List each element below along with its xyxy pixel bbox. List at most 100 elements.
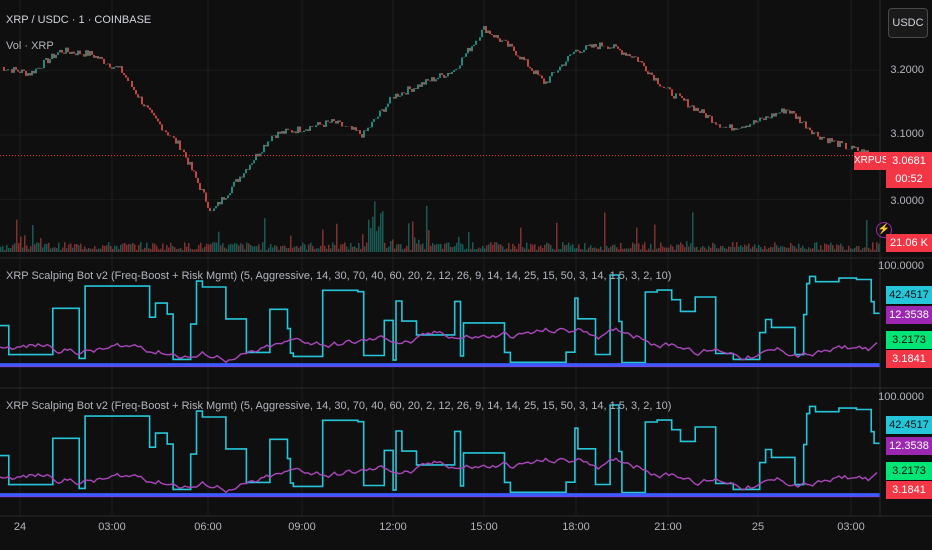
volume-bar: [546, 242, 548, 252]
volume-bar: [628, 248, 630, 252]
volume-bar: [678, 244, 680, 252]
volume-bar: [822, 249, 824, 252]
volume-bar: [360, 248, 362, 252]
volume-bar: [754, 244, 756, 252]
volume-bar: [336, 223, 338, 252]
volume-bar: [746, 245, 748, 252]
volume-bar: [870, 249, 872, 252]
volume-bar: [538, 246, 540, 252]
volume-bar: [70, 243, 72, 252]
volume-bar: [600, 246, 602, 252]
volume-bar: [356, 248, 358, 252]
currency-button[interactable]: USDC: [888, 8, 928, 38]
symbol-badge: XRPUSDC: [854, 152, 903, 170]
volume-bar: [176, 249, 178, 252]
volume-bar: [214, 242, 216, 252]
volume-bar: [728, 246, 730, 252]
volume-bar: [212, 242, 214, 252]
volume-bar: [208, 244, 210, 252]
volume-bar: [398, 244, 400, 252]
volume-bar: [178, 248, 180, 252]
volume-bar: [228, 244, 230, 252]
volume-bar: [234, 243, 236, 252]
volume-bar: [22, 247, 24, 252]
volume-bar: [540, 245, 542, 252]
volume-bar: [268, 247, 270, 252]
indicator-pane-1-plot: [0, 274, 880, 368]
volume-bar: [98, 248, 100, 252]
volume-bar: [344, 242, 346, 252]
volume-bar: [672, 246, 674, 252]
volume-bar: [402, 249, 404, 252]
volume-bar: [816, 242, 818, 252]
volume-bar: [298, 247, 300, 252]
volume-bar: [828, 244, 830, 252]
volume-bar: [86, 248, 88, 252]
volume-bar: [132, 243, 134, 252]
volume-bar: [518, 243, 520, 252]
volume-bar: [80, 243, 82, 252]
volume-bar: [166, 245, 168, 252]
volume-bar: [808, 247, 810, 252]
volume-bar: [854, 247, 856, 252]
volume-label[interactable]: Vol · XRP: [6, 40, 54, 52]
volume-bar: [474, 249, 476, 252]
volume-bar: [38, 242, 40, 252]
volume-bar: [698, 249, 700, 252]
volume-bar: [332, 242, 334, 252]
volume-bar: [244, 249, 246, 252]
volume-bar: [532, 245, 534, 252]
indicator-1-badge-red: 3.1841: [886, 350, 932, 368]
indicator-2-title[interactable]: XRP Scalping Bot v2 (Freq-Boost + Risk M…: [6, 400, 672, 412]
volume-bar: [442, 248, 444, 252]
volume-bar: [306, 249, 308, 252]
volume-bar: [146, 242, 148, 252]
indicator-pane-2-plot: [0, 404, 880, 498]
volume-bar: [742, 247, 744, 252]
volume-bar: [602, 249, 604, 252]
volume-bar: [636, 227, 638, 252]
volume-bar: [606, 245, 608, 252]
volume-bar: [186, 246, 188, 252]
volume-bar: [62, 247, 64, 252]
volume-bar: [838, 245, 840, 252]
lightning-icon[interactable]: ⚡: [876, 222, 892, 238]
volume-bar: [290, 235, 292, 252]
volume-bar: [312, 245, 314, 252]
volume-bar: [624, 248, 626, 252]
symbol-title[interactable]: XRP / USDC · 1 · COINBASE: [6, 14, 152, 26]
volume-bar: [144, 247, 146, 252]
volume-bar: [676, 244, 678, 252]
volume-bar: [28, 249, 30, 252]
volume-bar: [210, 244, 212, 252]
volume-bar: [762, 249, 764, 252]
volume-bar: [92, 248, 94, 252]
volume-bar: [102, 245, 104, 252]
volume-bar: [168, 247, 170, 252]
volume-bar: [256, 246, 258, 252]
volume-bar: [366, 242, 368, 252]
volume-bar: [604, 212, 606, 252]
volume-bar: [842, 246, 844, 252]
volume-bar: [650, 243, 652, 252]
volume-bar: [782, 246, 784, 252]
volume-bar: [858, 246, 860, 252]
volume-bar: [480, 248, 482, 252]
price-tick-2: 3.1000: [890, 128, 924, 140]
volume-bar: [438, 244, 440, 252]
volume-bar: [118, 249, 120, 252]
volume-bar: [692, 212, 694, 252]
indicator-2-badge-red: 3.1841: [886, 481, 932, 499]
volume-bar: [866, 220, 868, 252]
volume-bar: [790, 242, 792, 252]
volume-bar: [792, 245, 794, 252]
indicator-1-title[interactable]: XRP Scalping Bot v2 (Freq-Boost + Risk M…: [6, 270, 672, 282]
volume-bar: [252, 246, 254, 252]
volume-bar: [428, 230, 430, 252]
volume-bar: [226, 248, 228, 252]
volume-bar: [242, 244, 244, 252]
indicator-1-scale-top: 100.0000: [878, 260, 924, 272]
volume-bar: [708, 245, 710, 252]
volume-bar: [328, 244, 330, 252]
